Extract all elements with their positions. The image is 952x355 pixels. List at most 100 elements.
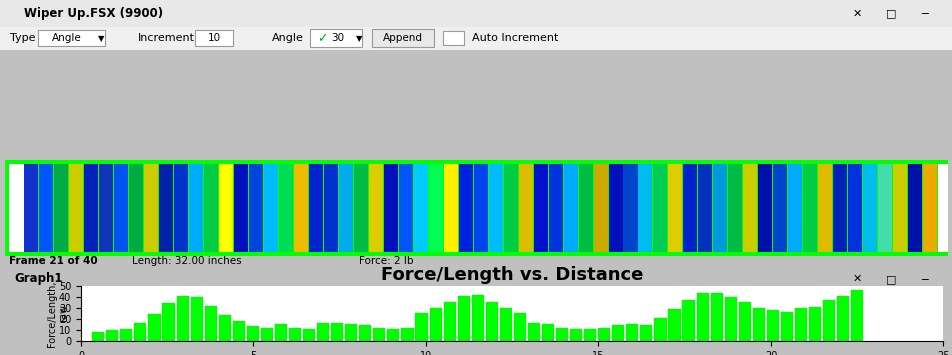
Bar [248, 164, 263, 252]
Bar [120, 329, 132, 341]
Bar [710, 294, 722, 341]
Bar [766, 310, 778, 341]
Bar [527, 323, 540, 341]
Bar [696, 294, 708, 341]
Bar [488, 164, 503, 252]
Bar [518, 164, 532, 252]
Text: Append: Append [383, 33, 422, 43]
Bar [85, 164, 98, 252]
Bar [752, 308, 764, 341]
Bar [578, 164, 592, 252]
FancyBboxPatch shape [309, 29, 362, 47]
Bar [593, 164, 607, 252]
Bar [823, 300, 834, 341]
Bar [218, 316, 230, 341]
Bar [317, 323, 328, 341]
Bar [234, 164, 248, 252]
Bar [444, 164, 457, 252]
Bar [190, 297, 203, 341]
Bar [373, 328, 385, 341]
Text: □: □ [884, 8, 896, 18]
Bar [727, 164, 742, 252]
Bar [542, 324, 553, 341]
Bar [504, 164, 517, 252]
Bar [682, 300, 694, 341]
Bar [10, 164, 24, 252]
Bar [429, 308, 441, 341]
Bar [162, 304, 174, 341]
Bar [667, 164, 682, 252]
Bar [713, 164, 726, 252]
Bar [303, 329, 315, 341]
Bar [264, 164, 278, 252]
Bar [724, 297, 736, 341]
Text: Increment: Increment [138, 33, 195, 43]
Text: ▼: ▼ [356, 34, 363, 43]
Bar [683, 164, 697, 252]
Bar [654, 318, 665, 341]
Bar [458, 164, 472, 252]
Bar [780, 312, 792, 341]
Bar [308, 164, 323, 252]
Bar [359, 326, 371, 341]
Bar [428, 164, 443, 252]
Bar [219, 164, 233, 252]
Bar [279, 164, 293, 252]
FancyBboxPatch shape [38, 30, 105, 46]
Bar [413, 164, 427, 252]
Text: Angle: Angle [52, 33, 82, 43]
Bar [787, 164, 802, 252]
Text: Wiper Up.FSX (9900): Wiper Up.FSX (9900) [24, 7, 163, 20]
Text: 10: 10 [208, 33, 221, 43]
Bar [106, 330, 118, 341]
Bar [486, 302, 497, 341]
Bar [443, 31, 464, 45]
Bar [204, 164, 218, 252]
Bar [399, 164, 412, 252]
Bar [129, 164, 143, 252]
Text: Graph1: Graph1 [14, 272, 63, 285]
Bar [794, 308, 806, 341]
Bar [247, 327, 259, 341]
Bar [598, 328, 609, 341]
Bar [638, 164, 652, 252]
Bar [937, 164, 951, 252]
Bar [907, 164, 922, 252]
Bar [330, 323, 343, 341]
Bar [92, 332, 104, 341]
Bar [611, 326, 624, 341]
Bar [345, 324, 357, 341]
Text: ─: ─ [920, 274, 927, 284]
Bar [114, 164, 129, 252]
Bar [698, 164, 712, 252]
Bar [499, 308, 511, 341]
Text: Auto Increment: Auto Increment [471, 33, 558, 43]
Bar [513, 313, 526, 341]
Bar [623, 164, 637, 252]
Bar [667, 309, 680, 341]
Bar [625, 324, 638, 341]
Text: ✕: ✕ [852, 8, 862, 18]
Bar [99, 164, 113, 252]
Bar [189, 164, 203, 252]
Bar [415, 313, 427, 341]
Bar [149, 315, 160, 341]
Bar [584, 329, 596, 341]
Bar [443, 302, 455, 341]
Text: ✓: ✓ [317, 32, 327, 45]
Title: Force/Length vs. Distance: Force/Length vs. Distance [381, 266, 643, 284]
Bar [288, 328, 301, 341]
Y-axis label: Force/Length,
raw: Force/Length, raw [47, 280, 69, 346]
Bar [569, 329, 582, 341]
Bar [772, 164, 786, 252]
Bar [232, 321, 245, 341]
Bar [134, 323, 147, 341]
Bar [174, 164, 188, 252]
Bar [274, 324, 287, 341]
Bar [563, 164, 577, 252]
Bar [176, 296, 188, 341]
Bar [548, 164, 562, 252]
Bar [758, 164, 771, 252]
Bar [533, 164, 547, 252]
Bar [339, 164, 352, 252]
